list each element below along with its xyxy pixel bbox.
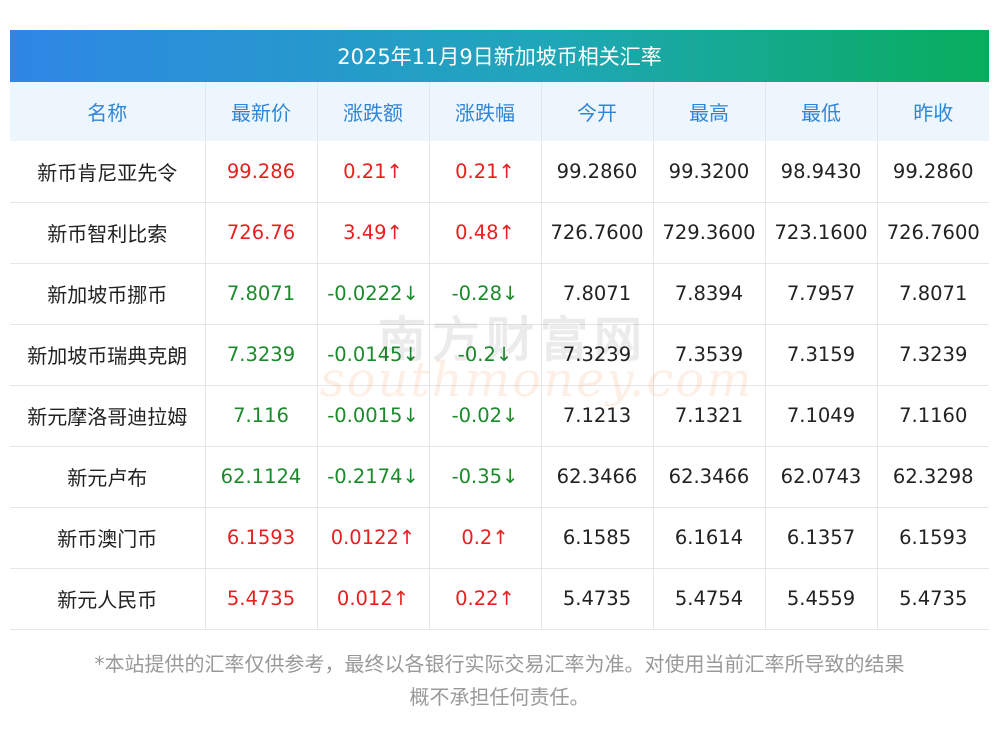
column-header-low: 最低	[765, 82, 878, 141]
rate-table-panel: 2025年11月9日新加坡币相关汇率 名称 最新价 涨跌额 涨跌幅 今开 最高 …	[10, 30, 989, 630]
cell-prev-close: 62.3298	[892, 465, 974, 488]
cell-latest: 726.76	[205, 202, 318, 263]
cell-open: 62.3466	[541, 446, 654, 507]
cell-low: 7.3159	[765, 324, 878, 385]
cell-prev-close: 7.1160	[899, 404, 968, 427]
disclaimer-line-1: *本站提供的汇率仅供参考，最终以各银行实际交易汇率为准。对使用当前汇率所导致的结…	[94, 652, 905, 676]
cell-name: 新元摩洛哥迪拉姆	[10, 385, 206, 446]
cell-prev-close: 99.2860	[892, 159, 974, 183]
cell-open: 5.4735	[541, 568, 654, 629]
cell-change: -0.0145↓	[317, 324, 430, 385]
table-title: 2025年11月9日新加坡币相关汇率	[10, 30, 989, 82]
cell-change-pct: -0.2↓	[429, 324, 542, 385]
column-header-change: 涨跌额	[317, 82, 430, 141]
cell-high: 7.8394	[653, 263, 766, 324]
table-header-row: 名称 最新价 涨跌额 涨跌幅 今开 最高 最低 昨收	[10, 82, 989, 141]
cell-change: -0.0222↓	[317, 263, 430, 324]
cell-change: 3.49↑	[317, 202, 430, 263]
cell-change-pct: 0.22↑	[429, 568, 542, 629]
table-row: 新币肯尼亚先令 99.286 0.21↑ 0.21↑ 99.2860 99.3200 98.…	[10, 141, 989, 202]
table-row: 新元卢布 62.1124 -0.2174↓ -0.35↓ 62.3466 62.3466 6…	[10, 446, 989, 507]
cell-latest: 7.116	[205, 385, 318, 446]
cell-open: 6.1585	[541, 507, 654, 568]
cell-high: 62.3466	[653, 446, 766, 507]
cell-name: 新加坡币挪币	[10, 263, 206, 324]
column-header-prev-close: 昨收	[913, 101, 954, 125]
cell-latest: 62.1124	[205, 446, 318, 507]
cell-change: -0.2174↓	[317, 446, 430, 507]
column-header-name: 名称	[10, 82, 206, 141]
cell-open: 99.2860	[541, 141, 654, 202]
cell-latest: 7.8071	[205, 263, 318, 324]
disclaimer-line-2: 概不承担任何责任。	[409, 685, 590, 709]
column-header-change-pct: 涨跌幅	[429, 82, 542, 141]
cell-high: 7.1321	[653, 385, 766, 446]
table-row: 新币智利比索 726.76 3.49↑ 0.48↑ 726.7600 729.3600 72…	[10, 202, 989, 263]
column-header-latest: 最新价	[205, 82, 318, 141]
cell-prev-close: 7.3239	[899, 343, 968, 366]
cell-high: 99.3200	[653, 141, 766, 202]
cell-open: 726.7600	[541, 202, 654, 263]
cell-low: 6.1357	[765, 507, 878, 568]
cell-high: 6.1614	[653, 507, 766, 568]
table-row: 新元摩洛哥迪拉姆 7.116 -0.0015↓ -0.02↓ 7.1213 7.1321 7…	[10, 385, 989, 446]
cell-change-pct: 0.48↑	[429, 202, 542, 263]
cell-change: -0.0015↓	[317, 385, 430, 446]
cell-name: 新元人民币	[10, 568, 206, 629]
table-row: 新加坡币瑞典克朗 7.3239 -0.0145↓ -0.2↓ 7.3239 7.3539 7…	[10, 324, 989, 385]
cell-low: 7.1049	[765, 385, 878, 446]
cell-latest: 99.286	[205, 141, 318, 202]
cell-low: 723.1600	[765, 202, 878, 263]
cell-name: 新币肯尼亚先令	[10, 141, 206, 202]
cell-change: 0.0122↑	[317, 507, 430, 568]
cell-low: 62.0743	[765, 446, 878, 507]
cell-change-pct: -0.02↓	[429, 385, 542, 446]
cell-low: 7.7957	[765, 263, 878, 324]
cell-high: 729.3600	[653, 202, 766, 263]
cell-high: 5.4754	[653, 568, 766, 629]
cell-name: 新币智利比索	[10, 202, 206, 263]
cell-change: 0.012↑	[317, 568, 430, 629]
cell-open: 7.1213	[541, 385, 654, 446]
table-row: 新加坡币挪币 7.8071 -0.0222↓ -0.28↓ 7.8071 7.8394 7.…	[10, 263, 989, 324]
cell-high: 7.3539	[653, 324, 766, 385]
cell-prev-close: 7.8071	[899, 282, 968, 305]
cell-latest: 7.3239	[205, 324, 318, 385]
table-row: 新币澳门币 6.1593 0.0122↑ 0.2↑ 6.1585 6.1614 6.1357…	[10, 507, 989, 568]
cell-open: 7.8071	[541, 263, 654, 324]
cell-low: 5.4559	[765, 568, 878, 629]
disclaimer: *本站提供的汇率仅供参考，最终以各银行实际交易汇率为准。对使用当前汇率所导致的结…	[10, 648, 989, 714]
cell-change-pct: 0.21↑	[429, 141, 542, 202]
cell-open: 7.3239	[541, 324, 654, 385]
cell-name: 新币澳门币	[10, 507, 206, 568]
cell-latest: 5.4735	[205, 568, 318, 629]
cell-name: 新元卢布	[10, 446, 206, 507]
cell-prev-close: 6.1593	[899, 526, 968, 549]
cell-change-pct: -0.35↓	[429, 446, 542, 507]
cell-name: 新加坡币瑞典克朗	[10, 324, 206, 385]
cell-prev-close: 726.7600	[886, 221, 980, 244]
column-header-high: 最高	[653, 82, 766, 141]
cell-change-pct: 0.2↑	[429, 507, 542, 568]
exchange-rate-table: 名称 最新价 涨跌额 涨跌幅 今开 最高 最低 昨收 新币肯尼亚先令 99.286…	[10, 82, 989, 630]
table-row: 新元人民币 5.4735 0.012↑ 0.22↑ 5.4735 5.4754 5.4559…	[10, 568, 989, 629]
cell-prev-close: 5.4735	[899, 587, 968, 610]
column-header-open: 今开	[541, 82, 654, 141]
cell-change: 0.21↑	[317, 141, 430, 202]
cell-low: 98.9430	[765, 141, 878, 202]
cell-change-pct: -0.28↓	[429, 263, 542, 324]
cell-latest: 6.1593	[205, 507, 318, 568]
